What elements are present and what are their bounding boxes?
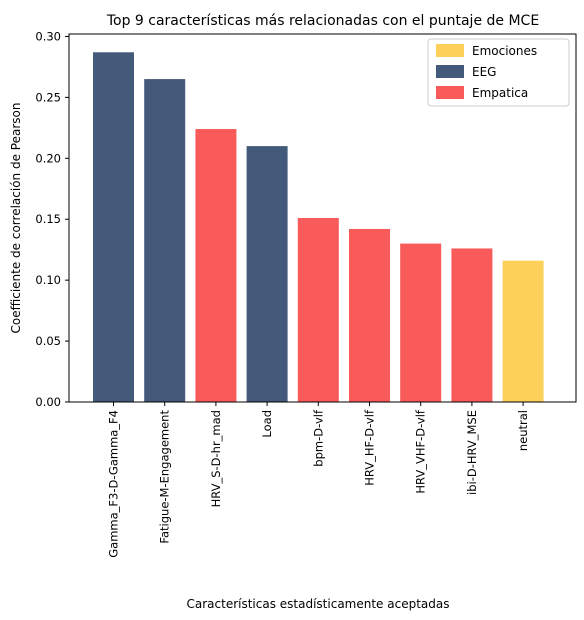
legend-swatch	[436, 86, 464, 99]
bar-6	[400, 243, 442, 402]
x-tick-label: bpm-D-vlf	[311, 409, 325, 467]
x-tick-label: Fatigue-M-Engagement	[158, 410, 172, 544]
y-tick-label: 0.30	[35, 29, 61, 43]
bar-1	[144, 79, 186, 402]
bar-3	[246, 146, 288, 402]
x-tick-label: neutral	[516, 410, 530, 451]
legend-label: Emociones	[472, 44, 537, 58]
x-tick-label: HRV_VHF-D-vlf	[414, 409, 428, 494]
y-axis: 0.00 0.05 0.10 0.15 0.20 0.25 0.30	[35, 29, 69, 409]
y-tick-label: 0.25	[35, 90, 61, 104]
legend-swatch	[436, 65, 464, 78]
legend-label: Empatica	[472, 86, 528, 100]
x-tick-label: ibi-D-HRV_MSE	[465, 410, 479, 495]
x-tick-label: HRV_HF-D-vlf	[363, 409, 377, 486]
x-tick-label: Gamma_F3-D-Gamma_F4	[107, 410, 121, 558]
bars	[93, 52, 544, 403]
bar-2	[195, 129, 237, 403]
x-tick-label: Load	[260, 410, 274, 438]
y-tick-label: 0.20	[35, 151, 61, 165]
plot-frame	[68, 33, 577, 403]
chart-title: Top 9 características más relacionadas c…	[106, 13, 539, 29]
y-tick-label: 0.00	[35, 395, 61, 409]
x-axis: Gamma_F3-D-Gamma_F4 Fatigue-M-Engagement H…	[107, 402, 530, 558]
bar-5	[349, 228, 390, 402]
x-axis-label: Características estadísticamente aceptad…	[187, 597, 450, 611]
legend-label: EEG	[472, 65, 496, 79]
legend: Emociones EEG Empatica	[427, 38, 570, 107]
y-tick-label: 0.05	[35, 334, 61, 348]
bar-0	[93, 52, 134, 402]
y-axis-label: Coefficiente de correlación de Pearson	[9, 103, 23, 334]
x-tick-label: HRV_S-D-hr_mad	[209, 410, 223, 507]
y-tick-label: 0.15	[35, 212, 61, 226]
bar-8	[502, 260, 544, 402]
bar-7	[451, 248, 493, 402]
bar-4	[297, 218, 339, 402]
y-tick-label: 0.10	[35, 273, 61, 287]
legend-swatch	[436, 44, 464, 57]
